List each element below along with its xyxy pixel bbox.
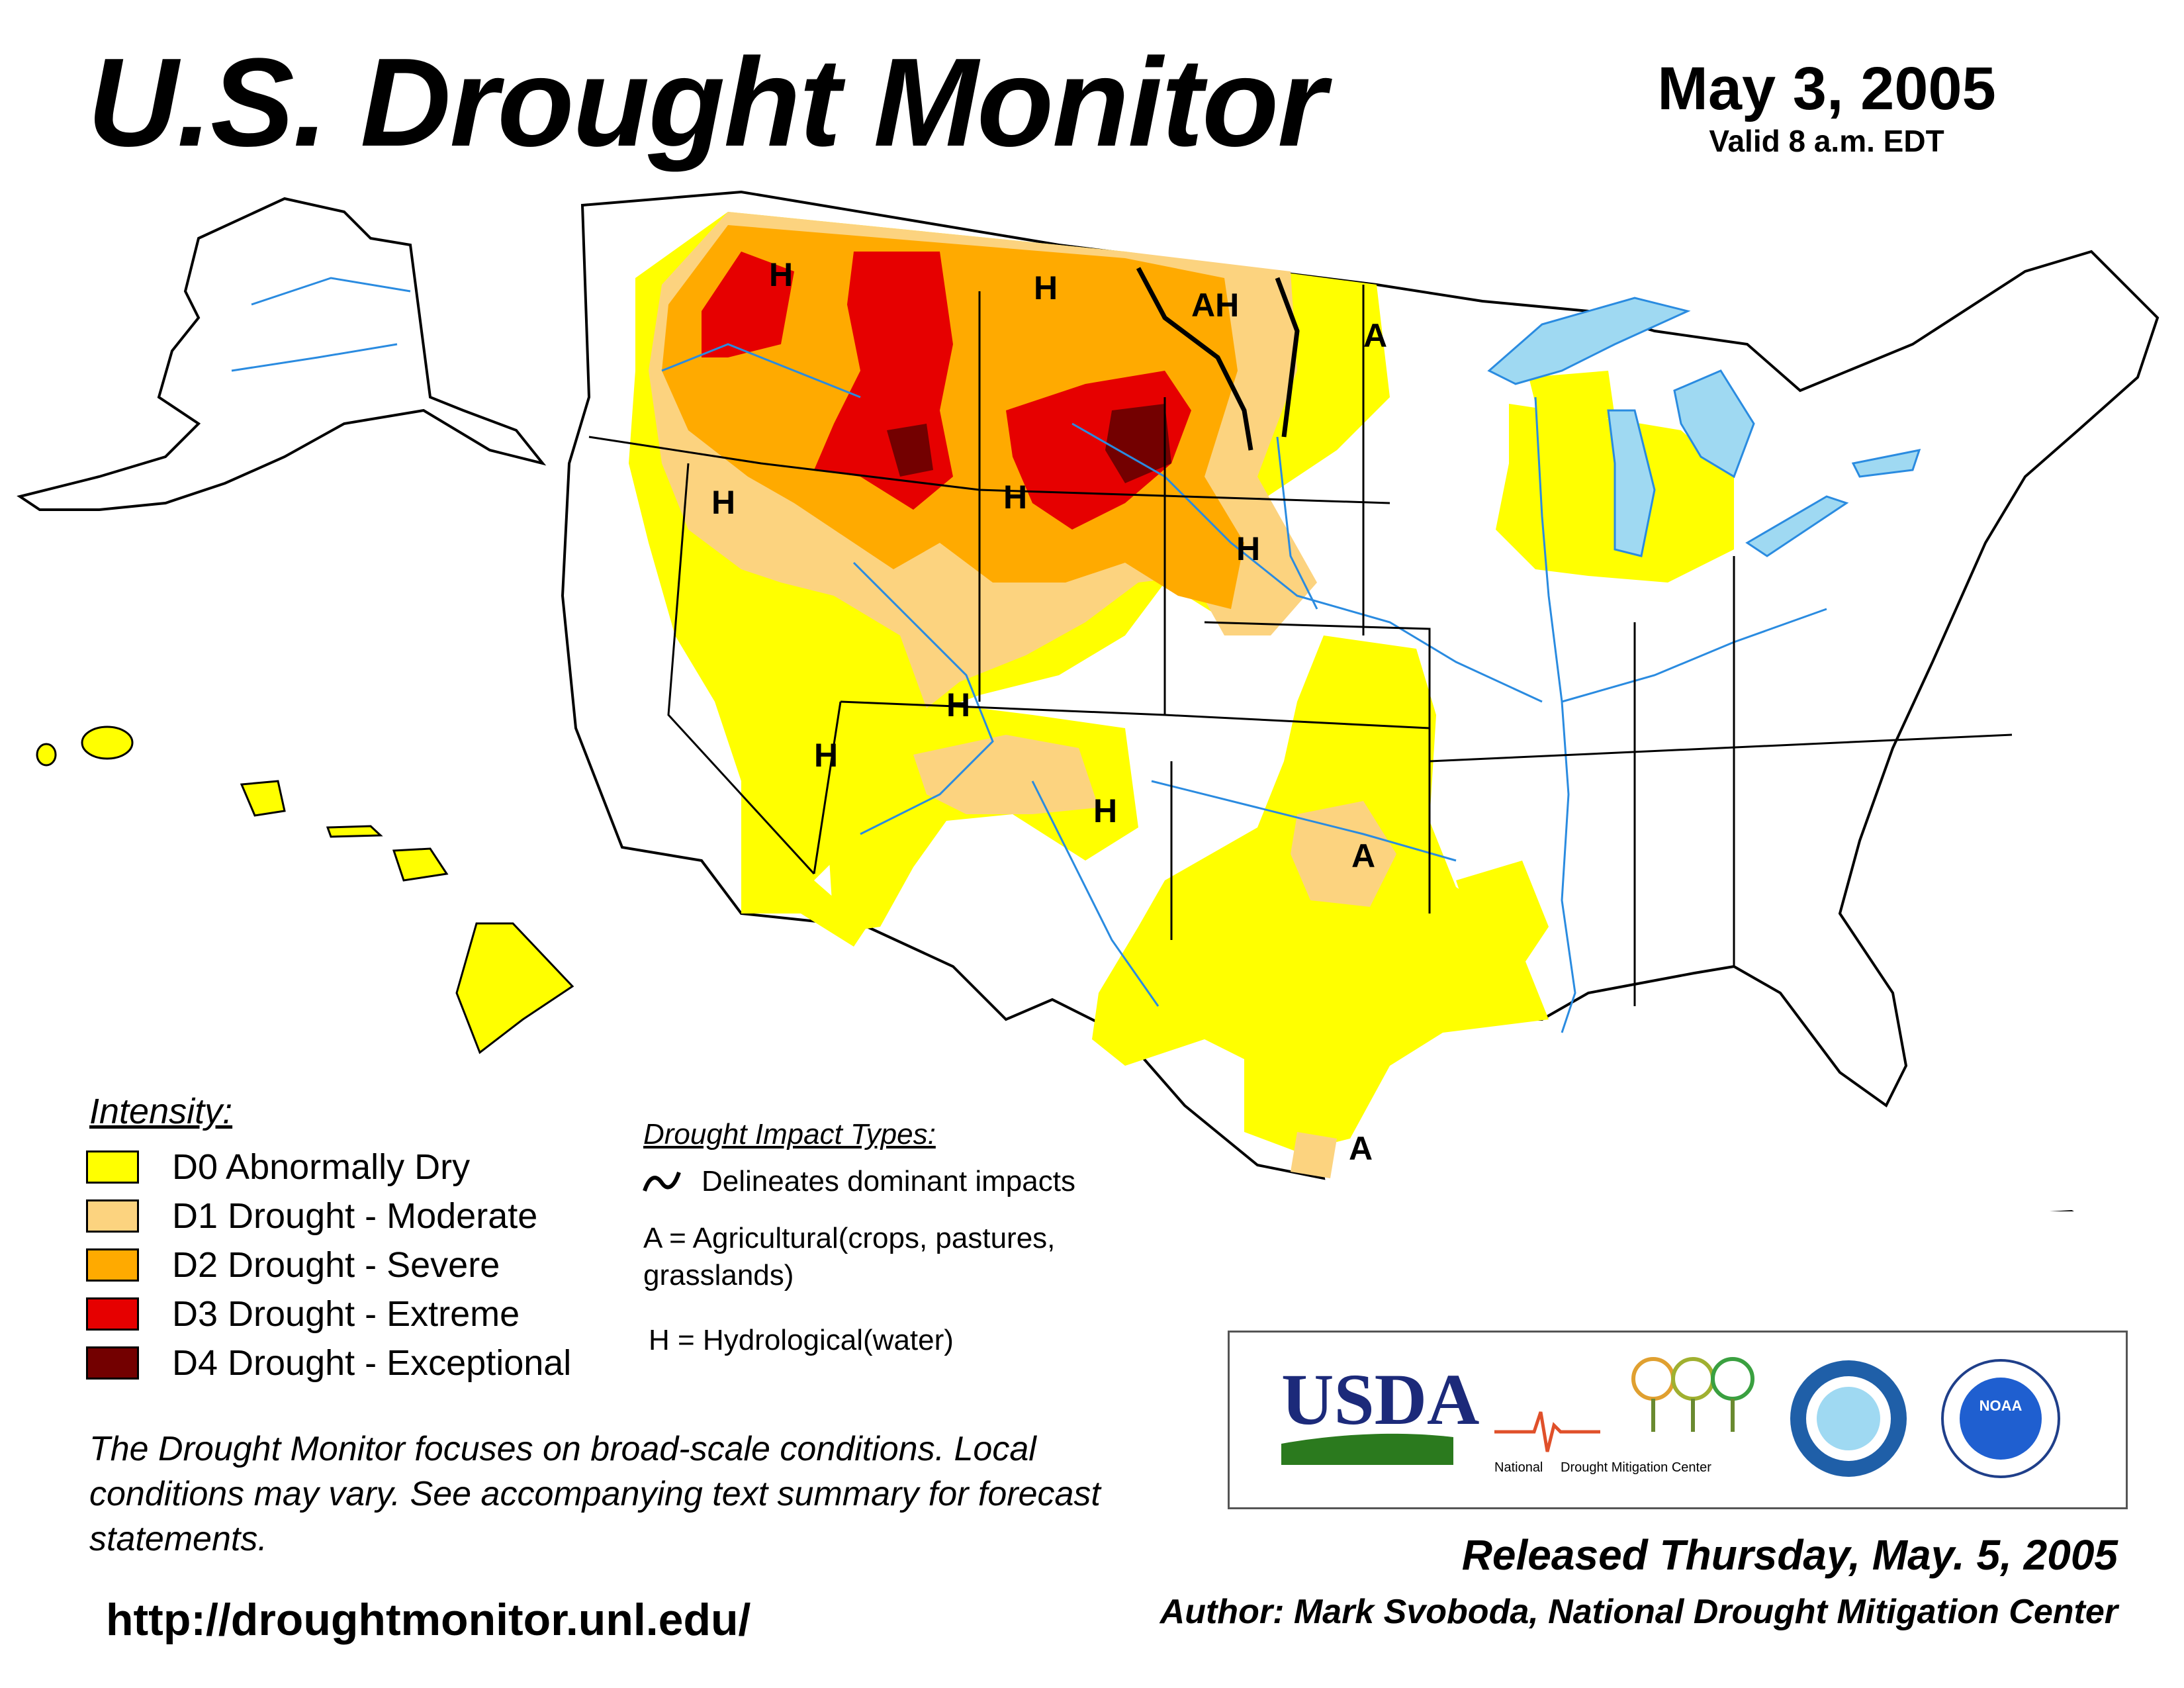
map-label: H [1034, 269, 1058, 306]
d4-idaho [887, 424, 933, 477]
hawaii-big-island [455, 922, 574, 1055]
legend-swatch [86, 1248, 139, 1282]
map-date: May 3, 2005 [1657, 55, 1996, 122]
legend-label: D0 Abnormally Dry [172, 1147, 471, 1187]
legend-item-d1: D1 Drought - Moderate [86, 1194, 537, 1238]
map-label: AH [1191, 287, 1239, 324]
impact-line-icon [643, 1171, 681, 1192]
map-label: H [769, 256, 793, 293]
hawaii-niihau [36, 743, 57, 767]
legend-swatch [86, 1346, 139, 1380]
lake-superior [1487, 297, 1691, 385]
usda-logo-text: USDA [1281, 1359, 1480, 1440]
map-label: H [1093, 792, 1117, 829]
d1-southwest [913, 735, 1099, 814]
legend-item-d2: D2 Drought - Severe [86, 1243, 500, 1287]
legend-swatch [86, 1150, 139, 1184]
impact-line-legend: Delineates dominant impacts [642, 1165, 1075, 1198]
website-link[interactable]: http://droughtmonitor.unl.edu/ [106, 1595, 751, 1645]
d1-texas-coast [1291, 1132, 1337, 1178]
map-label: H [946, 686, 970, 724]
agricultural-impact-label: A = Agricultural(crops, pastures, grassl… [643, 1222, 1056, 1291]
lake-michigan [1607, 409, 1656, 557]
hawaii-kauai [81, 726, 134, 760]
alaska-rivers [231, 277, 411, 372]
ndmc-logo-text: National Drought Mitigation Center [1494, 1460, 1711, 1475]
d4-wyoming [1105, 404, 1171, 483]
map-label: A [1351, 837, 1375, 874]
lake-ontario [1851, 449, 1921, 478]
legend-label: D1 Drought - Moderate [172, 1196, 538, 1236]
release-date: Released Thursday, May. 5, 2005 [1461, 1531, 2118, 1579]
map-label: H [1003, 479, 1027, 516]
lake-huron [1673, 369, 1755, 479]
hawaii-maui [392, 847, 449, 882]
legend-swatch [86, 1199, 139, 1233]
state-borders [588, 285, 2013, 1006]
impact-delineation-lines [1136, 267, 1300, 451]
hawaii-molokai [326, 825, 383, 838]
legend-item-d3: D3 Drought - Extreme [86, 1292, 520, 1336]
d0-east-texas [1456, 861, 1549, 966]
map-label: H [814, 737, 838, 774]
impact-types-title: Drought Impact Types: [643, 1118, 936, 1150]
partner-logos: USDA National Drought Mitigation Center … [1228, 1331, 2128, 1509]
drought-map: H H AH A H H H H H H A A [17, 190, 2160, 1211]
map-label: H [1236, 530, 1260, 567]
hawaii-oahu [240, 780, 286, 817]
usda-logo: USDA [1281, 1359, 1480, 1465]
alaska-outline [17, 197, 547, 511]
legend-item-d0: D0 Abnormally Dry [86, 1145, 470, 1189]
legend-title: Intensity: [89, 1092, 233, 1131]
disclaimer: The Drought Monitor focuses on broad-sca… [89, 1430, 1101, 1558]
logos-svg: USDA National Drought Mitigation Center … [1281, 1357, 2060, 1478]
map-title: U.S. Drought Monitor [87, 32, 1326, 173]
impact-line-label: Delineates dominant impacts [702, 1165, 1075, 1197]
impact-labels: H H AH A H H H H H H A A [711, 256, 1387, 1167]
d3-west [702, 252, 794, 357]
lake-erie [1745, 495, 1849, 557]
d1-oklahoma [1291, 801, 1396, 907]
ndmc-logo: National Drought Mitigation Center [1494, 1357, 1754, 1475]
valid-time: Valid 8 a.m. EDT [1709, 124, 1944, 158]
d0-upper-michigan [1529, 371, 1615, 430]
hydrological-impact-label: H = Hydrological(water) [649, 1324, 954, 1356]
noaa-logo: NOAA [1941, 1359, 2060, 1478]
legend-swatch [86, 1297, 139, 1331]
map-label: H [711, 484, 735, 521]
legend-label: D3 Drought - Extreme [172, 1294, 520, 1334]
legend-item-d4: D4 Drought - Exceptional [86, 1341, 571, 1385]
map-label: A [1349, 1130, 1373, 1167]
commerce-seal-icon [1790, 1360, 1907, 1477]
author: Author: Mark Svoboda, National Drought M… [1160, 1593, 2118, 1631]
legend-label: D4 Drought - Exceptional [172, 1343, 572, 1383]
noaa-logo-text: NOAA [1979, 1397, 2023, 1414]
legend-label: D2 Drought - Severe [172, 1245, 500, 1285]
map-label: A [1363, 317, 1387, 354]
